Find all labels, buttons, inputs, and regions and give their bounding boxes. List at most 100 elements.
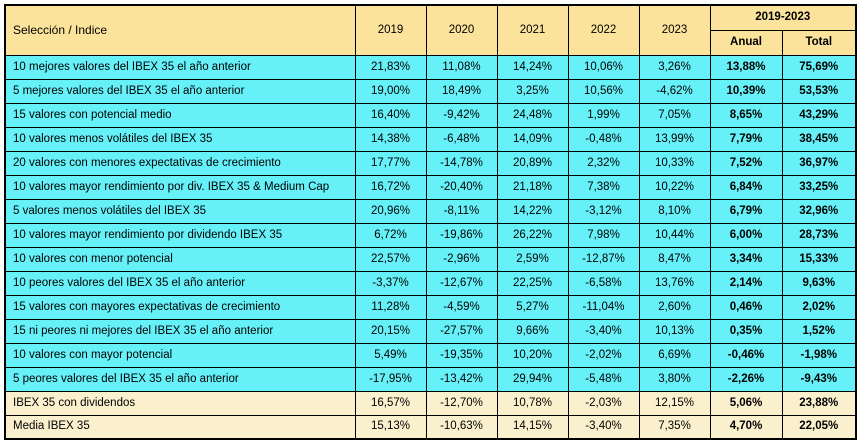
table-row: 10 valores con menor potencial 22,57% -2,9… [4, 246, 857, 272]
cell-anual-value: 4,70% [709, 414, 783, 440]
table-row: 10 mejores valores del IBEX 35 el año an… [4, 54, 857, 80]
row-label: 5 mejores valores del IBEX 35 el año ant… [4, 78, 356, 104]
cell-total-value: -1,98% [781, 342, 857, 368]
cell-total-value: 22,05% [781, 414, 857, 440]
cell-year-value: 14,09% [496, 126, 569, 152]
corner-header: Selección / Indice [4, 4, 356, 56]
cell-year-value: 10,06% [567, 54, 640, 80]
table-row: 15 ni peores ni mejores del IBEX 35 el a… [4, 318, 857, 344]
cell-year-value: -19,86% [425, 222, 498, 248]
cell-year-value: -3,40% [567, 318, 640, 344]
row-label: 10 mejores valores del IBEX 35 el año an… [4, 54, 356, 80]
table-row: 20 valores con menores expectativas de c… [4, 150, 857, 176]
cell-anual-value: 10,39% [709, 78, 783, 104]
cell-year-value: 22,57% [354, 246, 427, 272]
cell-total-value: 36,97% [781, 150, 857, 176]
cell-year-value: 2,59% [496, 246, 569, 272]
cell-year-value: 20,89% [496, 150, 569, 176]
cell-year-value: -3,37% [354, 270, 427, 296]
cell-year-value: -0,48% [567, 126, 640, 152]
cell-anual-value: 2,14% [709, 270, 783, 296]
cell-anual-value: 6,79% [709, 198, 783, 224]
cell-year-value: 16,40% [354, 102, 427, 128]
table-row: 10 valores con mayor potencial 5,49% -19,3… [4, 342, 857, 368]
cell-anual-value: 0,35% [709, 318, 783, 344]
cell-year-value: -19,35% [425, 342, 498, 368]
cell-year-value: 26,22% [496, 222, 569, 248]
cell-year-value: 2,60% [638, 294, 711, 320]
cell-year-value: 20,96% [354, 198, 427, 224]
cell-year-value: -6,48% [425, 126, 498, 152]
cell-year-value: 10,78% [496, 390, 569, 416]
cell-year-value: 19,00% [354, 78, 427, 104]
cell-anual-value: -0,46% [709, 342, 783, 368]
table-row: 5 peores valores del IBEX 35 el año ante… [4, 366, 857, 392]
cell-total-value: -9,43% [781, 366, 857, 392]
cell-year-value: 12,15% [638, 390, 711, 416]
cell-year-value: 5,27% [496, 294, 569, 320]
year-header-2019: 2019 [354, 4, 427, 56]
header-row-sub: Anual Total [5, 29, 857, 56]
ibex-returns-table: Selección / Indice 2019 2020 2021 2022 2… [4, 4, 857, 440]
cell-year-value: 13,99% [638, 126, 711, 152]
table-row: 10 peores valores del IBEX 35 el año ant… [4, 270, 857, 296]
row-label: 15 valores con mayores expectativas de c… [4, 294, 356, 320]
cell-year-value: 14,15% [496, 414, 569, 440]
table-row: 15 valores con potencial medio 16,40% -9,4… [4, 102, 857, 128]
sub-header-anual: Anual [709, 29, 783, 56]
cell-year-value: -4,62% [638, 78, 711, 104]
year-header-2020: 2020 [425, 4, 498, 56]
cell-year-value: 11,08% [425, 54, 498, 80]
cell-year-value: -27,57% [425, 318, 498, 344]
cell-year-value: -9,42% [425, 102, 498, 128]
cell-year-value: -8,11% [425, 198, 498, 224]
cell-year-value: 8,10% [638, 198, 711, 224]
cell-year-value: -3,12% [567, 198, 640, 224]
row-label: 10 valores con mayor potencial [4, 342, 356, 368]
cell-total-value: 15,33% [781, 246, 857, 272]
cell-total-value: 33,25% [781, 174, 857, 200]
year-header-2023: 2023 [638, 4, 711, 56]
cell-year-value: -20,40% [425, 174, 498, 200]
row-label: 10 valores con menor potencial [4, 246, 356, 272]
cell-anual-value: 6,84% [709, 174, 783, 200]
cell-year-value: 3,80% [638, 366, 711, 392]
cell-year-value: 7,05% [638, 102, 711, 128]
table-row: IBEX 35 con dividendos 16,57% -12,70% 10,78… [4, 390, 857, 416]
header-row-top: Selección / Indice 2019 2020 2021 2022 2… [4, 4, 857, 56]
cell-anual-value: 5,06% [709, 390, 783, 416]
cell-year-value: -12,70% [425, 390, 498, 416]
cell-year-value: 15,13% [354, 414, 427, 440]
table-row: 5 mejores valores del IBEX 35 el año ant… [4, 78, 857, 104]
sub-header-total: Total [781, 29, 857, 56]
cell-year-value: 16,72% [354, 174, 427, 200]
cell-total-value: 1,52% [781, 318, 857, 344]
cell-year-value: 2,32% [567, 150, 640, 176]
cell-year-value: 20,15% [354, 318, 427, 344]
cell-total-value: 9,63% [781, 270, 857, 296]
cell-total-value: 53,53% [781, 78, 857, 104]
row-label: 15 ni peores ni mejores del IBEX 35 el a… [4, 318, 356, 344]
cell-year-value: 29,94% [496, 366, 569, 392]
table-row: 5 valores menos volátiles del IBEX 35 20,… [4, 198, 857, 224]
row-label: Media IBEX 35 [4, 414, 356, 440]
cell-year-value: -17,95% [354, 366, 427, 392]
table-body: 10 mejores valores del IBEX 35 el año an… [4, 54, 857, 440]
row-label: 10 valores mayor rendimiento por dividen… [4, 222, 356, 248]
cell-year-value: 22,25% [496, 270, 569, 296]
cell-year-value: 21,18% [496, 174, 569, 200]
table-row: 10 valores mayor rendimiento por div. IB… [4, 174, 857, 200]
cell-anual-value: -2,26% [709, 366, 783, 392]
cell-year-value: 14,38% [354, 126, 427, 152]
row-label: 10 valores menos volátiles del IBEX 35 [4, 126, 356, 152]
cell-year-value: 17,77% [354, 150, 427, 176]
cell-total-value: 38,45% [781, 126, 857, 152]
cell-total-value: 28,73% [781, 222, 857, 248]
cell-year-value: -5,48% [567, 366, 640, 392]
row-label: 5 valores menos volátiles del IBEX 35 [4, 198, 356, 224]
cell-year-value: 6,69% [638, 342, 711, 368]
cell-year-value: 10,33% [638, 150, 711, 176]
table-row: 10 valores menos volátiles del IBEX 35 14… [4, 126, 857, 152]
year-header-2021: 2021 [496, 4, 569, 56]
